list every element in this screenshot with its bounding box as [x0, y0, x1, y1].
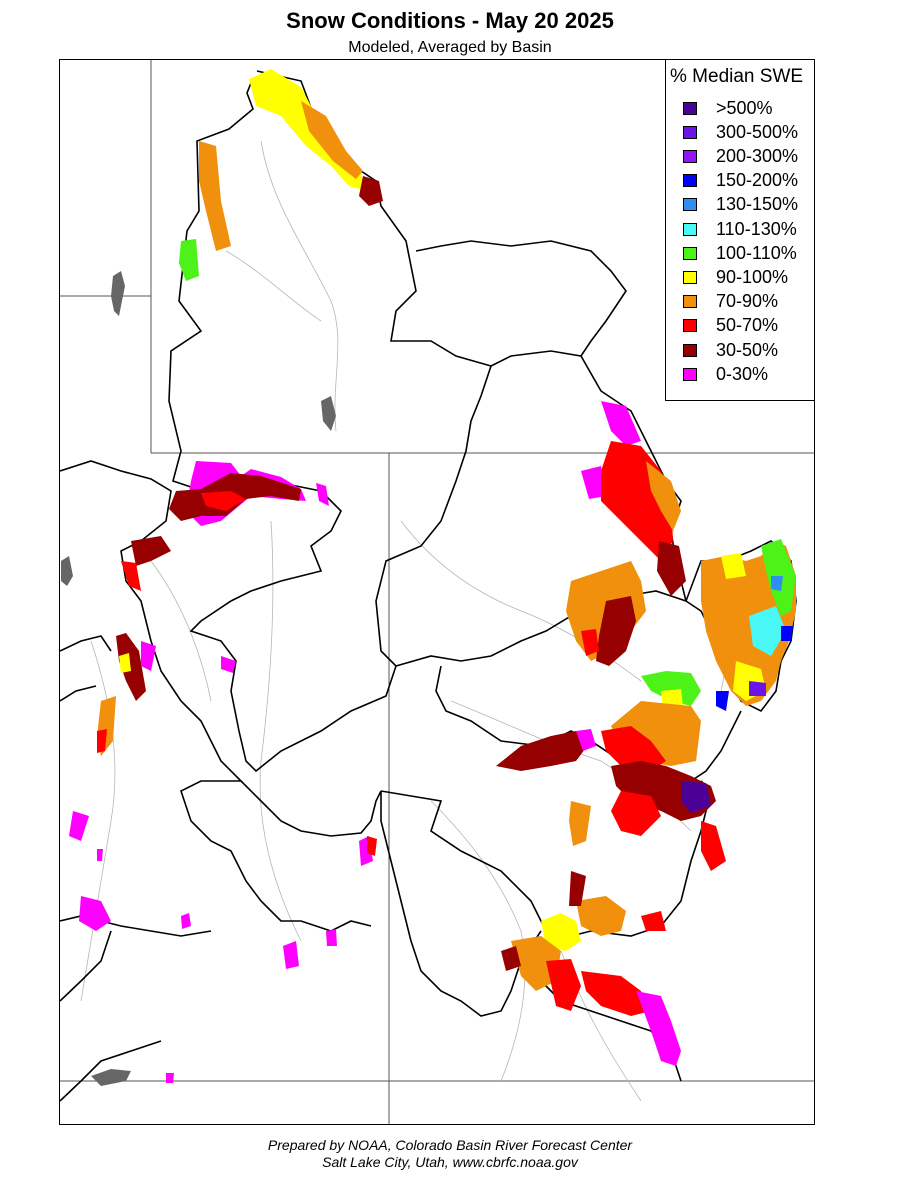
legend-item: 100-110%	[683, 242, 797, 264]
legend-item: 0-30%	[683, 363, 768, 385]
legend-label: 150-200%	[716, 170, 799, 191]
legend-label: 100-110%	[716, 242, 797, 263]
legend-item: 110-130%	[683, 218, 797, 240]
legend-item: 70-90%	[683, 291, 778, 313]
legend-swatch	[683, 319, 697, 333]
legend-item: 50-70%	[683, 315, 778, 337]
legend-swatch	[683, 174, 697, 188]
legend-label: 130-150%	[716, 194, 799, 215]
legend-swatch	[683, 367, 697, 381]
legend-item: 200-300%	[683, 145, 798, 167]
legend-label: 90-100%	[716, 266, 789, 287]
legend-label: 300-500%	[716, 121, 799, 142]
legend-item: 30-50%	[683, 339, 778, 361]
lakes	[61, 271, 336, 1086]
legend-swatch	[683, 295, 697, 309]
legend-item: 90-100%	[683, 266, 788, 288]
legend-swatch	[683, 149, 697, 163]
legend-label: 110-130%	[716, 218, 797, 239]
map-subtitle: Modeled, Averaged by Basin	[348, 39, 552, 56]
legend-swatch	[683, 246, 697, 260]
legend-swatch	[683, 198, 697, 212]
legend-swatch	[683, 343, 697, 357]
map-legend: % Median SWE >500% 300-500% 200-300% 150-20…	[665, 60, 814, 401]
basin-boundaries	[60, 70, 797, 1102]
snow-patches	[69, 69, 796, 1083]
legend-swatch	[683, 125, 697, 139]
legend-item: >500%	[683, 97, 773, 119]
legend-swatch	[683, 101, 697, 115]
legend-label: 50-70%	[716, 315, 779, 336]
basin-map-svg	[60, 60, 814, 1124]
legend-item: 150-200%	[683, 170, 798, 192]
legend-swatch	[683, 270, 697, 284]
legend-swatch	[683, 222, 697, 236]
state-boundaries	[60, 60, 814, 1124]
map-title: Snow Conditions - May 20 2025	[286, 8, 614, 33]
snow-conditions-map: % Median SWE >500% 300-500% 200-300% 150-20…	[59, 59, 815, 1125]
footer-location-line: Salt Lake City, Utah, www.cbrfc.noaa.gov	[322, 1154, 578, 1170]
legend-label: 70-90%	[716, 291, 779, 312]
legend-label: 0-30%	[716, 363, 769, 384]
legend-label: 200-300%	[716, 145, 799, 166]
footer-credit-line: Prepared by NOAA, Colorado Basin River F…	[267, 1137, 633, 1153]
legend-item: 130-150%	[683, 194, 798, 216]
legend-item: 300-500%	[683, 121, 798, 143]
legend-label: >500%	[716, 97, 773, 118]
legend-label: 30-50%	[716, 339, 779, 360]
legend-title: % Median SWE	[670, 66, 804, 87]
